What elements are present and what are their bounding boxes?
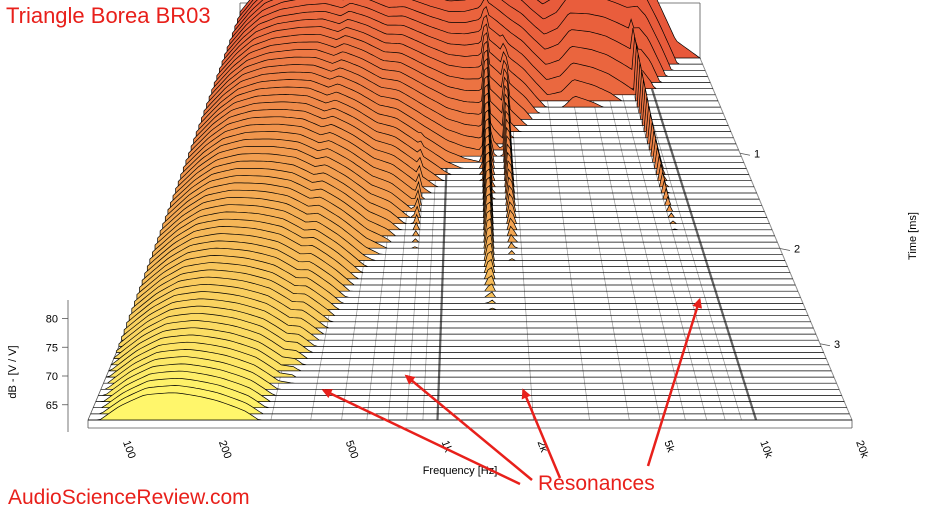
x-axis-label: Frequency [Hz] xyxy=(423,465,498,477)
watermark: AudioScienceReview.com xyxy=(8,486,250,509)
y-tick-label: 80 xyxy=(46,314,58,326)
time-tick-label: 3 xyxy=(834,339,840,351)
resonance-arrow xyxy=(404,374,533,481)
decay-slice xyxy=(121,298,819,341)
y-axis-ticks: 65 70 75 80 xyxy=(46,314,68,412)
y-tick-label: 70 xyxy=(46,371,58,383)
x-tick-label: 10k xyxy=(757,439,775,460)
z-axis-label: Time [ms] xyxy=(907,212,919,260)
y-tick-label: 75 xyxy=(46,342,58,354)
decay-slices xyxy=(88,0,852,421)
time-axis-ticks: 1 2 3 xyxy=(739,148,840,351)
x-tick-label: 500 xyxy=(343,439,361,460)
x-tick-label: 100 xyxy=(120,439,138,460)
resonance-arrow xyxy=(646,297,703,467)
x-tick-label: 200 xyxy=(216,439,234,460)
resonance-arrows xyxy=(321,297,703,486)
decay-slice xyxy=(115,312,824,353)
time-tick-label: 2 xyxy=(794,244,800,256)
x-tick-label: 20k xyxy=(853,439,871,460)
decay-slice xyxy=(88,392,852,421)
y-tick-label: 65 xyxy=(46,400,58,412)
decay-slice xyxy=(118,305,822,347)
decay-slice xyxy=(123,291,816,335)
resonance-arrow xyxy=(321,389,521,486)
y-axis-label: dB - [V / V] xyxy=(7,345,19,398)
decay-slice xyxy=(126,283,814,329)
x-tick-label: 5k xyxy=(661,439,676,454)
resonances-annotation: Resonances xyxy=(538,472,655,495)
time-tick-label: 1 xyxy=(754,148,760,160)
resonance-arrow xyxy=(521,388,562,479)
brand-title: Triangle Borea BR03 xyxy=(6,3,211,28)
